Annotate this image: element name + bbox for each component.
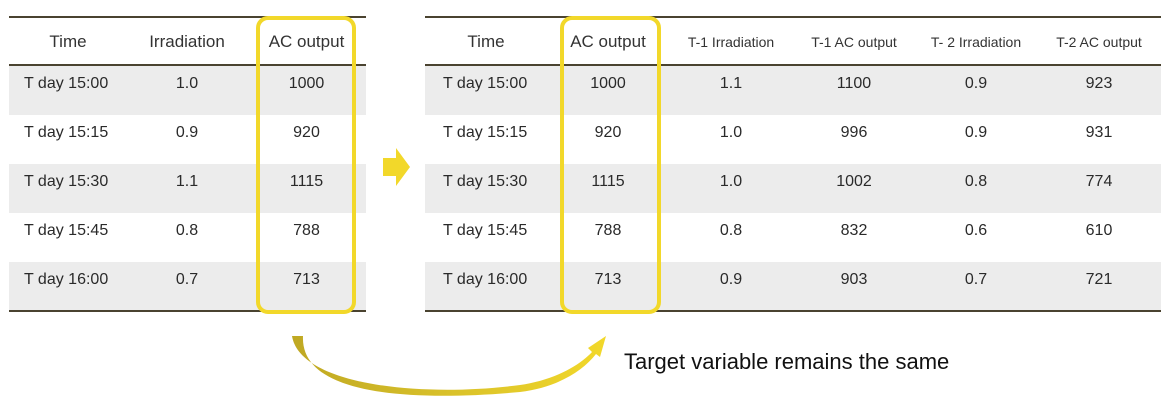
right-header-time: Time: [467, 32, 505, 51]
time-cell: T day 15:00: [443, 75, 528, 92]
left-table-top-rule: [9, 16, 366, 18]
time-cell: T day 15:00: [24, 75, 109, 92]
time-cell: T day 15:45: [24, 222, 109, 239]
table-row: T day 15:30 1115 1.0 1002 0.8 774: [425, 164, 1161, 213]
ac-output-cell: 920: [293, 124, 320, 141]
t2-ac-output-cell: 931: [1085, 124, 1113, 141]
time-cell: T day 16:00: [24, 271, 109, 288]
ac-output-cell: 1000: [288, 75, 325, 92]
t2-irradiation-cell: 0.8: [964, 173, 988, 190]
table-row: T day 15:00 1.0 1000: [9, 66, 366, 115]
time-cell: T day 15:15: [24, 124, 109, 141]
right-header-t2-ac-output: T-2 AC output: [1056, 34, 1142, 50]
left-table-header-rule: [9, 64, 366, 66]
table-row: T day 16:00 0.7 713: [9, 262, 366, 311]
t1-irradiation-cell: 1.0: [719, 173, 743, 190]
left-header-irradiation: Irradiation: [149, 32, 225, 51]
ac-output-cell: 713: [594, 271, 622, 288]
t2-irradiation-cell: 0.6: [964, 222, 988, 239]
t1-irradiation-cell: 1.0: [719, 124, 743, 141]
irradiation-cell: 0.7: [175, 271, 199, 288]
right-header-t1-ac-output: T-1 AC output: [811, 34, 897, 50]
left-ac-output-highlight: [256, 16, 356, 314]
t1-ac-output-cell: 996: [840, 124, 868, 141]
table-row: T day 15:45 0.8 788: [9, 213, 366, 262]
left-header-ac-output: AC output: [268, 32, 345, 51]
right-table-bottom-rule: [425, 310, 1161, 312]
ac-output-cell: 788: [594, 222, 622, 239]
t1-ac-output-cell: 903: [840, 271, 868, 288]
irradiation-cell: 0.9: [175, 124, 199, 141]
table-row: T day 15:00 1000 1.1 1100 0.9 923: [425, 66, 1161, 115]
irradiation-cell: 1.1: [175, 173, 199, 190]
t2-ac-output-cell: 610: [1085, 222, 1113, 239]
irradiation-cell: 1.0: [175, 75, 199, 92]
ac-output-cell: 920: [594, 124, 622, 141]
time-cell: T day 15:30: [443, 173, 528, 190]
right-header-t1-irradiation: T-1 Irradiation: [687, 34, 775, 50]
t1-ac-output-cell: 1100: [836, 75, 872, 92]
right-arrow-icon: [383, 148, 410, 186]
right-table-header-rule: [425, 64, 1161, 66]
left-header-time: Time: [49, 32, 87, 51]
right-header-ac-output: AC output: [570, 32, 646, 51]
caption-text: Target variable remains the same: [624, 349, 950, 374]
right-table: Time AC output T-1 Irradiation T-1 AC ou…: [425, 16, 1161, 312]
irradiation-cell: 0.8: [175, 222, 199, 239]
table-row: T day 15:15 920 1.0 996 0.9 931: [425, 115, 1161, 164]
t2-ac-output-cell: 721: [1085, 271, 1113, 288]
right-header-t2-irradiation: T- 2 Irradiation: [930, 34, 1022, 50]
ac-output-cell: 1000: [590, 75, 626, 92]
t2-irradiation-cell: 0.9: [964, 124, 988, 141]
right-table-top-rule: [425, 16, 1161, 18]
curved-arrow-icon: [292, 336, 606, 396]
t2-ac-output-cell: 923: [1085, 75, 1113, 92]
table-row: T day 15:15 0.9 920: [9, 115, 366, 164]
table-row: T day 15:45 788 0.8 832 0.6 610: [425, 213, 1161, 262]
t2-irradiation-cell: 0.7: [964, 271, 988, 288]
t1-ac-output-cell: 1002: [836, 173, 872, 190]
time-cell: T day 15:30: [24, 173, 109, 190]
t2-irradiation-cell: 0.9: [964, 75, 988, 92]
time-cell: T day 15:15: [443, 124, 528, 141]
t1-irradiation-cell: 0.9: [719, 271, 743, 288]
ac-output-cell: 1115: [289, 173, 324, 190]
table-row: T day 16:00 713 0.9 903 0.7 721: [425, 262, 1161, 311]
ac-output-cell: 788: [293, 222, 320, 239]
t1-ac-output-cell: 832: [840, 222, 868, 239]
left-table: Time Irradiation AC output T day 15:00 1…: [9, 16, 366, 312]
time-cell: T day 16:00: [443, 271, 528, 288]
left-table-bottom-rule: [9, 310, 366, 312]
t1-irradiation-cell: 0.8: [719, 222, 743, 239]
right-ac-output-highlight: [560, 16, 661, 314]
time-cell: T day 15:45: [443, 222, 528, 239]
t1-irradiation-cell: 1.1: [719, 75, 743, 92]
ac-output-cell: 713: [293, 271, 320, 288]
ac-output-cell: 1115: [591, 173, 625, 190]
table-row: T day 15:30 1.1 1115: [9, 164, 366, 213]
t2-ac-output-cell: 774: [1085, 173, 1113, 190]
